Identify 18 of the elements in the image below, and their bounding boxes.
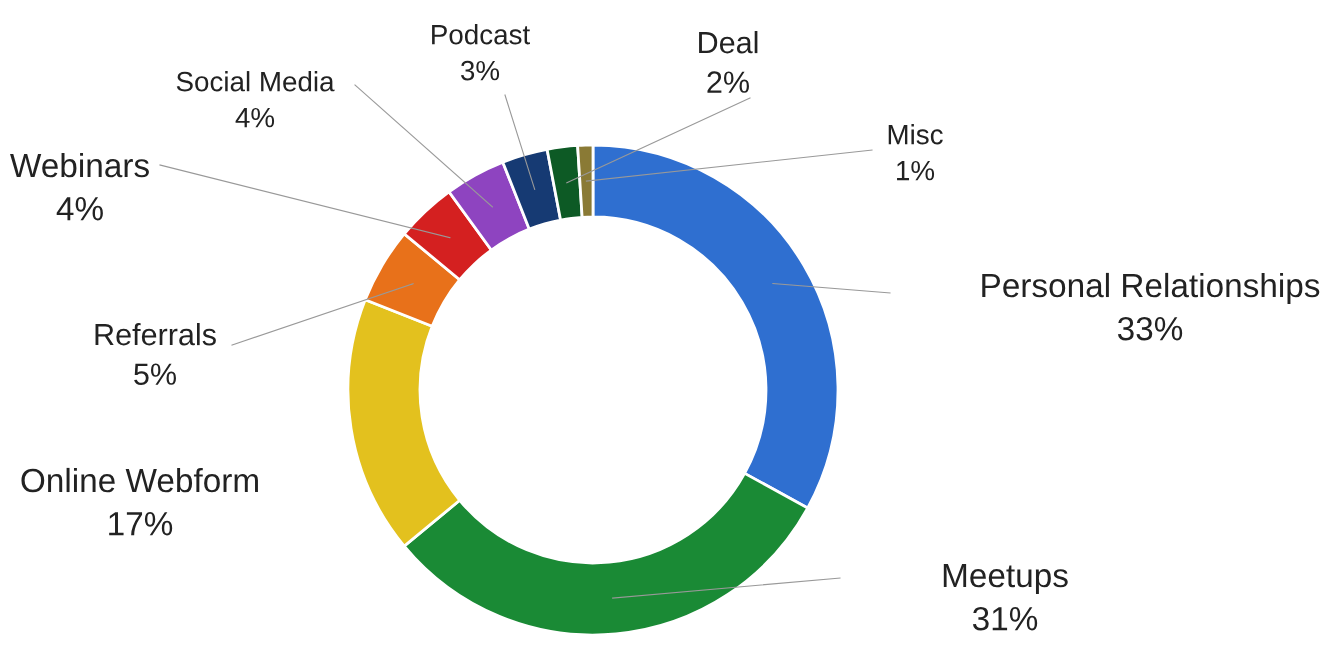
data-label: 33%: [1117, 316, 1183, 341]
slice-label: Webinars: [10, 152, 149, 178]
data-label: 4%: [56, 197, 103, 221]
slice-label: Social Media: [176, 71, 335, 92]
slice-label: Meetups: [943, 564, 1068, 594]
data-label: 17%: [109, 512, 173, 536]
slice-label: Referrals: [95, 322, 216, 346]
data-label: 2%: [707, 71, 749, 93]
slice-label: Podcast: [432, 24, 530, 45]
data-label: 5%: [134, 363, 176, 385]
data-label: 3%: [460, 60, 500, 81]
slice-label: Deal: [699, 30, 758, 54]
slice-label: Personal Relationships: [982, 272, 1320, 304]
slice-label: Misc: [888, 124, 943, 145]
data-label: 31%: [972, 606, 1038, 631]
slice-label: Online Webform: [21, 467, 258, 493]
data-label: 4%: [235, 107, 275, 128]
data-label: 1%: [897, 160, 935, 181]
